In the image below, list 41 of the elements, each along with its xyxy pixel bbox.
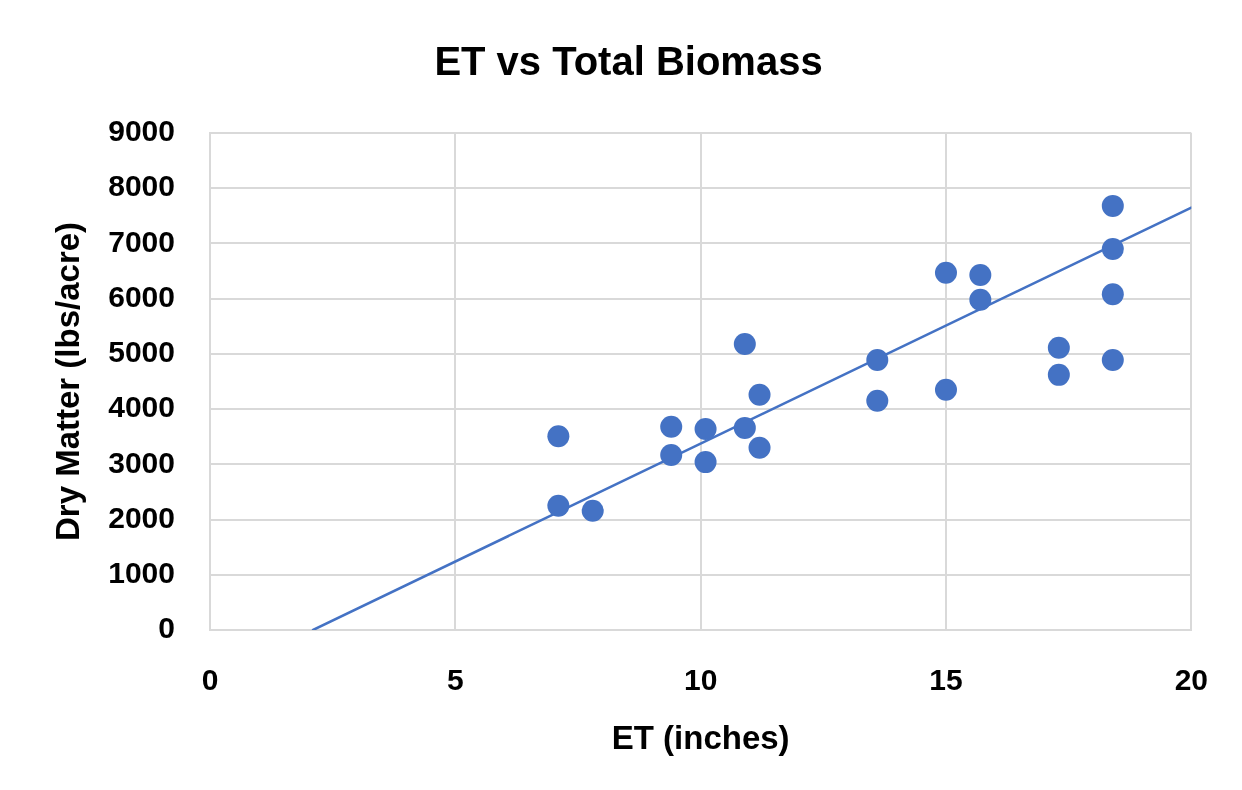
point bbox=[733, 416, 756, 439]
point bbox=[866, 348, 889, 371]
y-tick-label: 1000 bbox=[108, 556, 175, 590]
y-tick-label: 3000 bbox=[108, 445, 175, 479]
point bbox=[866, 389, 889, 412]
point bbox=[969, 288, 992, 311]
point bbox=[1101, 237, 1124, 260]
point bbox=[660, 415, 683, 438]
point bbox=[748, 436, 771, 459]
y-tick-label: 0 bbox=[158, 611, 175, 645]
point bbox=[694, 417, 717, 440]
point bbox=[934, 261, 957, 284]
x-tick-label: 15 bbox=[929, 663, 963, 697]
y-tick-label: 8000 bbox=[108, 169, 175, 203]
point bbox=[547, 494, 570, 517]
point bbox=[1101, 194, 1124, 217]
point bbox=[1047, 336, 1070, 359]
point bbox=[934, 378, 957, 401]
point bbox=[1101, 283, 1124, 306]
y-axis-title: Dry Matter (lbs/acre) bbox=[48, 221, 86, 542]
point bbox=[547, 425, 570, 448]
point bbox=[1101, 348, 1124, 371]
x-tick-label: 5 bbox=[446, 663, 464, 697]
point bbox=[748, 383, 771, 406]
y-tick-label: 7000 bbox=[108, 224, 175, 258]
y-tick-label: 6000 bbox=[108, 279, 175, 313]
x-tick-label: 10 bbox=[683, 663, 718, 697]
y-tick-label: 5000 bbox=[108, 335, 175, 369]
point bbox=[581, 499, 604, 522]
y-tick-label: 9000 bbox=[108, 114, 175, 148]
point bbox=[969, 263, 992, 286]
y-tick-label: 4000 bbox=[108, 390, 175, 424]
point bbox=[660, 443, 683, 466]
point bbox=[1047, 363, 1070, 386]
x-tick-label: 20 bbox=[1174, 663, 1208, 697]
point bbox=[694, 451, 717, 474]
x-tick-label: 0 bbox=[201, 663, 219, 697]
point bbox=[733, 332, 756, 355]
y-tick-label: 2000 bbox=[108, 500, 175, 534]
chart-title: ET vs Total Biomass bbox=[434, 39, 823, 84]
x-axis-title: ET (inches) bbox=[611, 719, 790, 757]
